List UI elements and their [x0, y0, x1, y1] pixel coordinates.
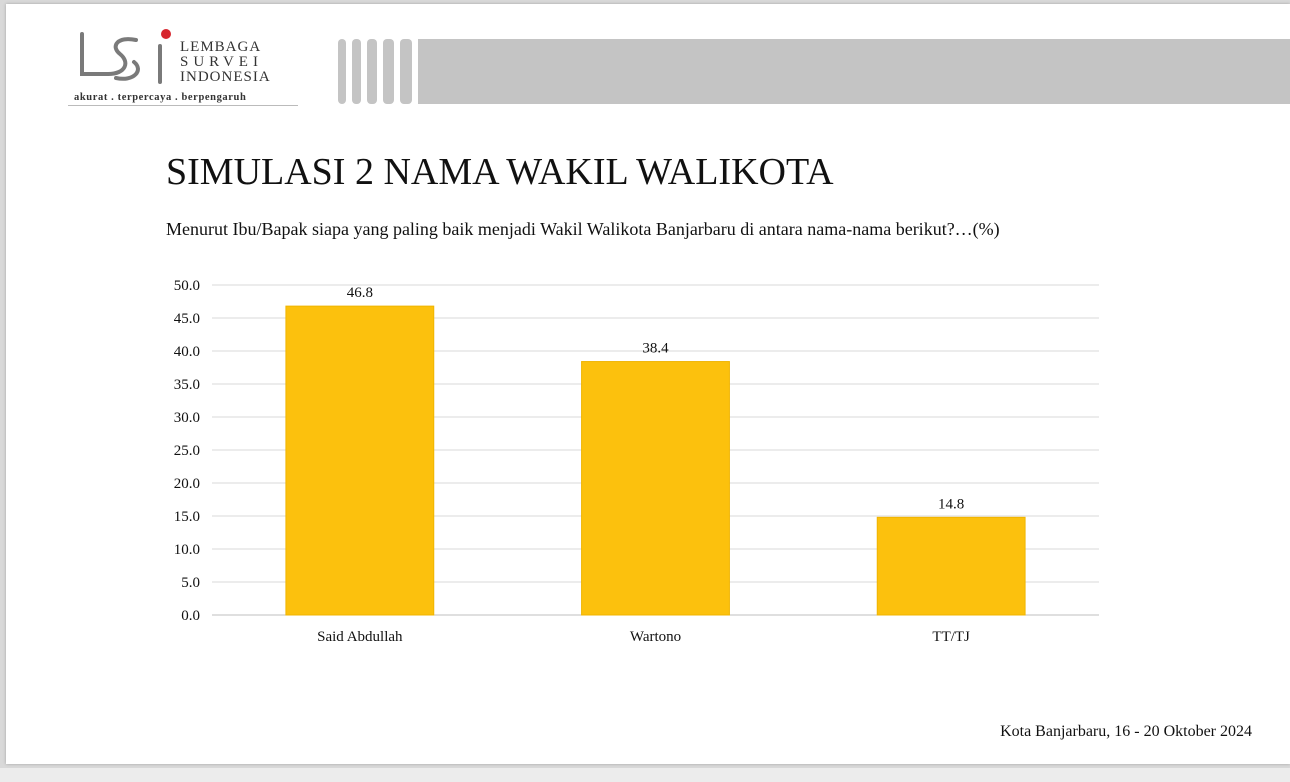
y-tick-label: 5.0: [181, 575, 200, 591]
y-tick-label: 40.0: [174, 344, 200, 360]
slide-title: SIMULASI 2 NAMA WAKIL WALIKOTA: [166, 151, 834, 193]
logo-name: LEMBAGA SURVEI INDONESIA: [180, 40, 271, 85]
bar: [581, 361, 730, 616]
x-category-label: Wartono: [630, 629, 681, 645]
y-tick-label: 10.0: [174, 542, 200, 558]
x-category-label: Said Abdullah: [317, 629, 403, 645]
lsi-logo-mark-icon: [80, 29, 171, 84]
survey-date-location: Kota Banjarbaru, 16 - 20 Oktober 2024: [1000, 723, 1252, 740]
x-category-label: TT/TJ: [932, 629, 970, 645]
bar: [285, 305, 435, 616]
logo-divider: [68, 105, 298, 106]
logo-name-line3: INDONESIA: [180, 69, 271, 85]
header-band: [431, 39, 1290, 104]
survey-question: Menurut Ibu/Bapak siapa yang paling baik…: [166, 219, 1000, 239]
bottom-strip: [0, 768, 1290, 782]
data-label: 46.8: [347, 285, 373, 301]
y-tick-label: 45.0: [174, 311, 200, 327]
y-tick-label: 0.0: [181, 608, 200, 624]
slide: LEMBAGA SURVEI INDONESIA akurat . terper…: [6, 4, 1290, 764]
header-stripes-decoration: [338, 39, 431, 104]
y-tick-label: 30.0: [174, 410, 200, 426]
y-tick-label: 20.0: [174, 476, 200, 492]
lsi-logo: LEMBAGA SURVEI INDONESIA akurat . terper…: [68, 26, 298, 108]
logo-name-line2: SURVEI: [180, 54, 263, 70]
logo-tagline: akurat . terpercaya . berpengaruh: [74, 92, 247, 103]
y-tick-label: 25.0: [174, 443, 200, 459]
data-label: 14.8: [938, 496, 964, 512]
bar-chart: 0.0 5.0 10.0 15.0 20.0 25.0 30.0 35.0 40.0 45.0 50…: [174, 278, 1099, 645]
bar: [876, 516, 1026, 616]
y-tick-label: 15.0: [174, 509, 200, 525]
data-label: 38.4: [642, 341, 669, 357]
logo-name-line1: LEMBAGA: [180, 39, 262, 55]
y-tick-label: 50.0: [174, 278, 200, 294]
y-tick-label: 35.0: [174, 377, 200, 393]
